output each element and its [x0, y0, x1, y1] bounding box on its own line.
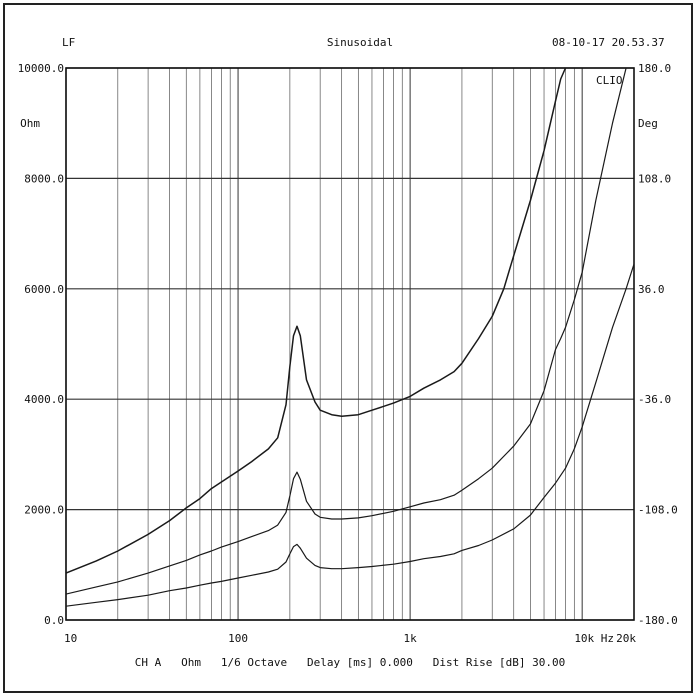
- series-line-2: [66, 68, 627, 595]
- y2-tick-label: -36.0: [638, 393, 671, 406]
- series-line-1: [66, 68, 567, 574]
- x-tick-label: 10: [64, 632, 77, 645]
- y2-tick-label: 180.0: [638, 62, 671, 75]
- x-tick-label: 100: [228, 632, 248, 645]
- chart-title: Sinusoidal: [326, 36, 394, 49]
- y-tick-label: 4000.0: [24, 393, 64, 406]
- channel-label: LF: [62, 36, 76, 49]
- y2-tick-label: -180.0: [638, 614, 678, 627]
- series-group: [66, 68, 634, 607]
- y-tick-label: 10000.0: [18, 62, 64, 75]
- x-tick-label: 20k: [616, 632, 636, 645]
- x-tick-label: 1k: [404, 632, 418, 645]
- y2-tick-label: 36.0: [638, 283, 665, 296]
- measurement-settings: CH A Ohm 1/6 Octave Delay [ms] 0.000 Dis…: [134, 656, 566, 669]
- y2-axis-unit-label: Deg: [638, 117, 658, 130]
- y2-tick-label: 108.0: [638, 172, 671, 185]
- plot-border: [65, 67, 635, 621]
- timestamp: 08-10-17 20.53.37: [552, 36, 665, 49]
- brand-label: CLIO: [596, 74, 623, 87]
- y-tick-label: 6000.0: [24, 283, 64, 296]
- y2-tick-label: -108.0: [638, 504, 678, 517]
- y-tick-label: 2000.0: [24, 504, 64, 517]
- y-tick-label: 0.0: [44, 614, 64, 627]
- series-line-3: [66, 263, 634, 607]
- y-axis-unit-label: Ohm: [20, 117, 40, 130]
- x-tick-label: 10k Hz: [574, 632, 614, 645]
- y-tick-label: 8000.0: [24, 172, 64, 185]
